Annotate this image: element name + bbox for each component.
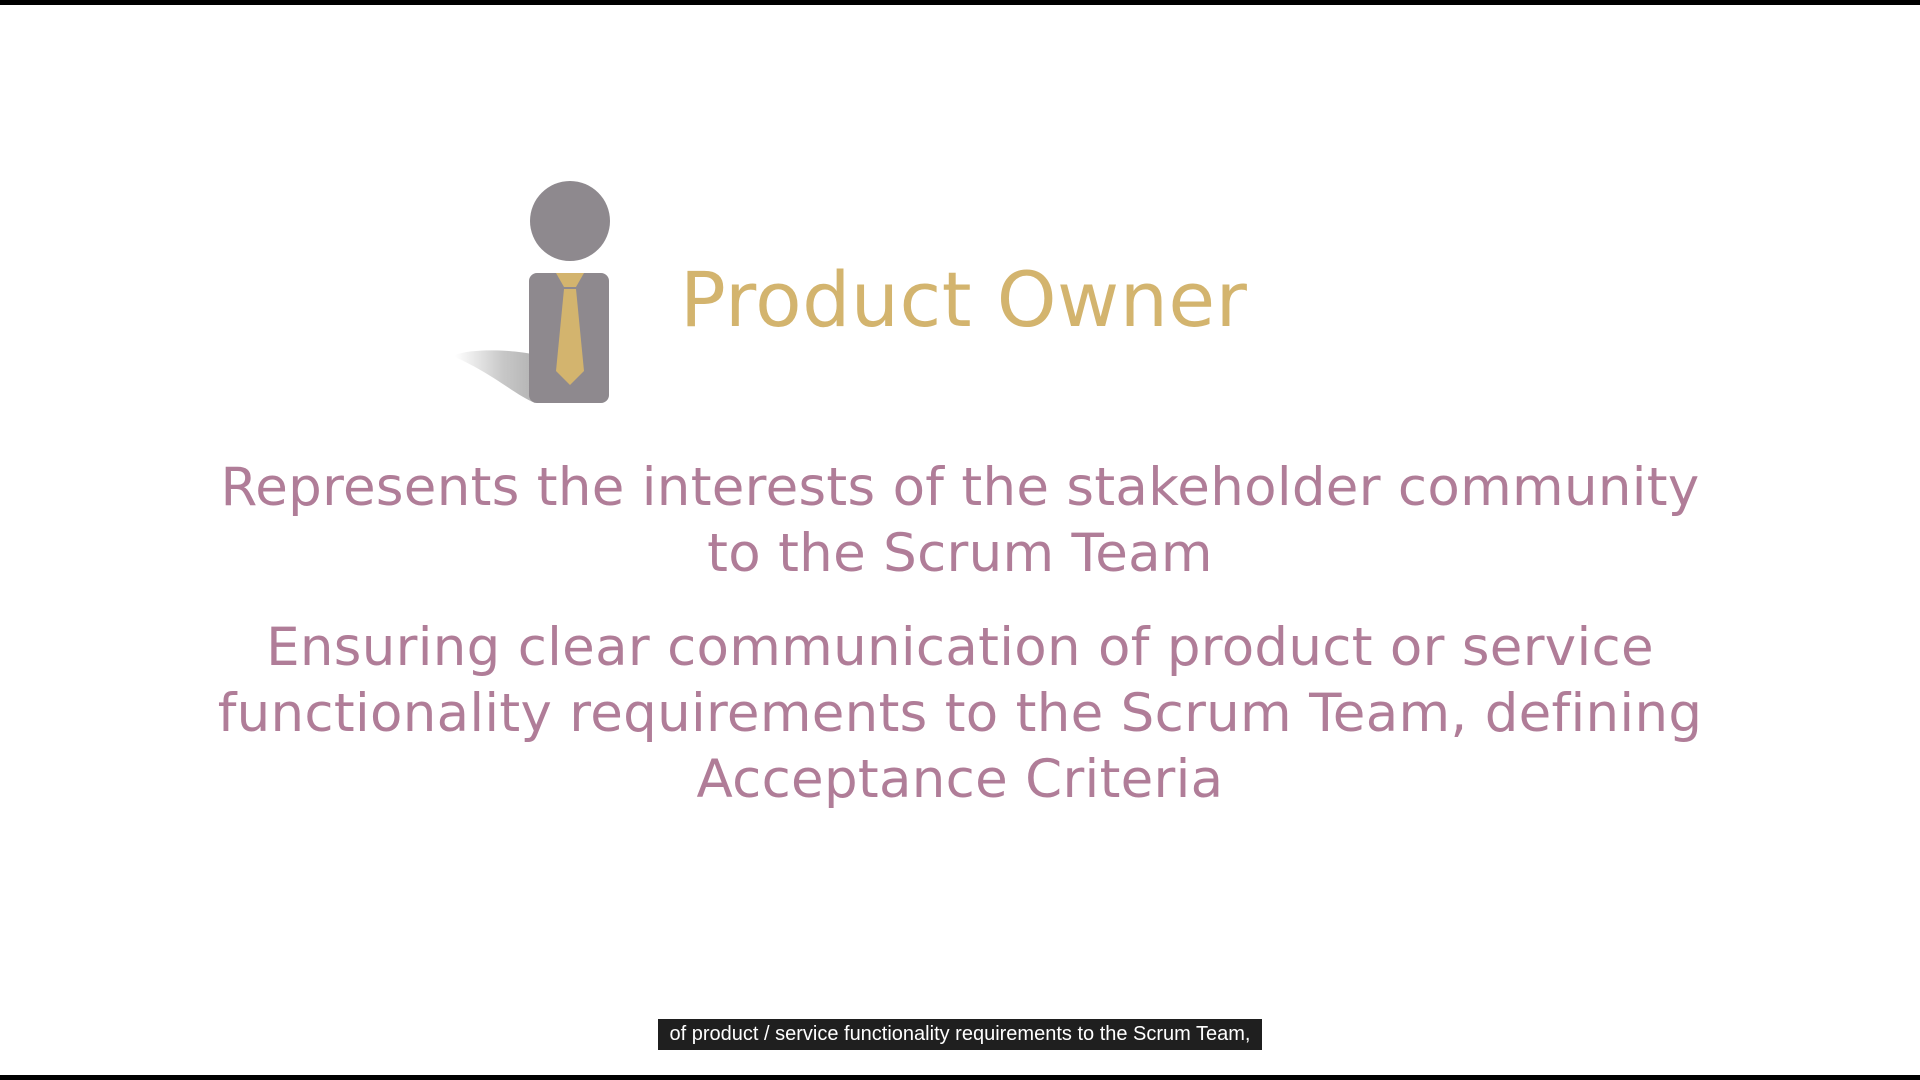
role-description-line: Represents the interests of the stakehol…: [220, 457, 1700, 518]
responsibility-description-line: Acceptance Criteria: [696, 749, 1224, 810]
video-frame[interactable]: Product Owner Represents the interests o…: [0, 5, 1920, 1075]
figure-tie-knot: [556, 273, 584, 287]
figure-head: [530, 181, 610, 261]
person-with-tie-icon: [455, 175, 615, 410]
responsibility-description-line: functionality requirements to the Scrum …: [217, 683, 1703, 744]
responsibility-description: Ensuring clear communication of product …: [200, 615, 1720, 813]
figure-tie: [556, 289, 584, 385]
responsibility-description-line: Ensuring clear communication of product …: [266, 617, 1654, 678]
role-description: Represents the interests of the stakehol…: [200, 455, 1720, 587]
subtitle-caption-text: of product / service functionality requi…: [658, 1019, 1262, 1050]
figure-shadow: [455, 350, 535, 403]
role-description-line: to the Scrum Team: [707, 523, 1213, 584]
slide-title: Product Owner: [680, 255, 1248, 344]
subtitle-caption: of product / service functionality requi…: [0, 1019, 1920, 1050]
